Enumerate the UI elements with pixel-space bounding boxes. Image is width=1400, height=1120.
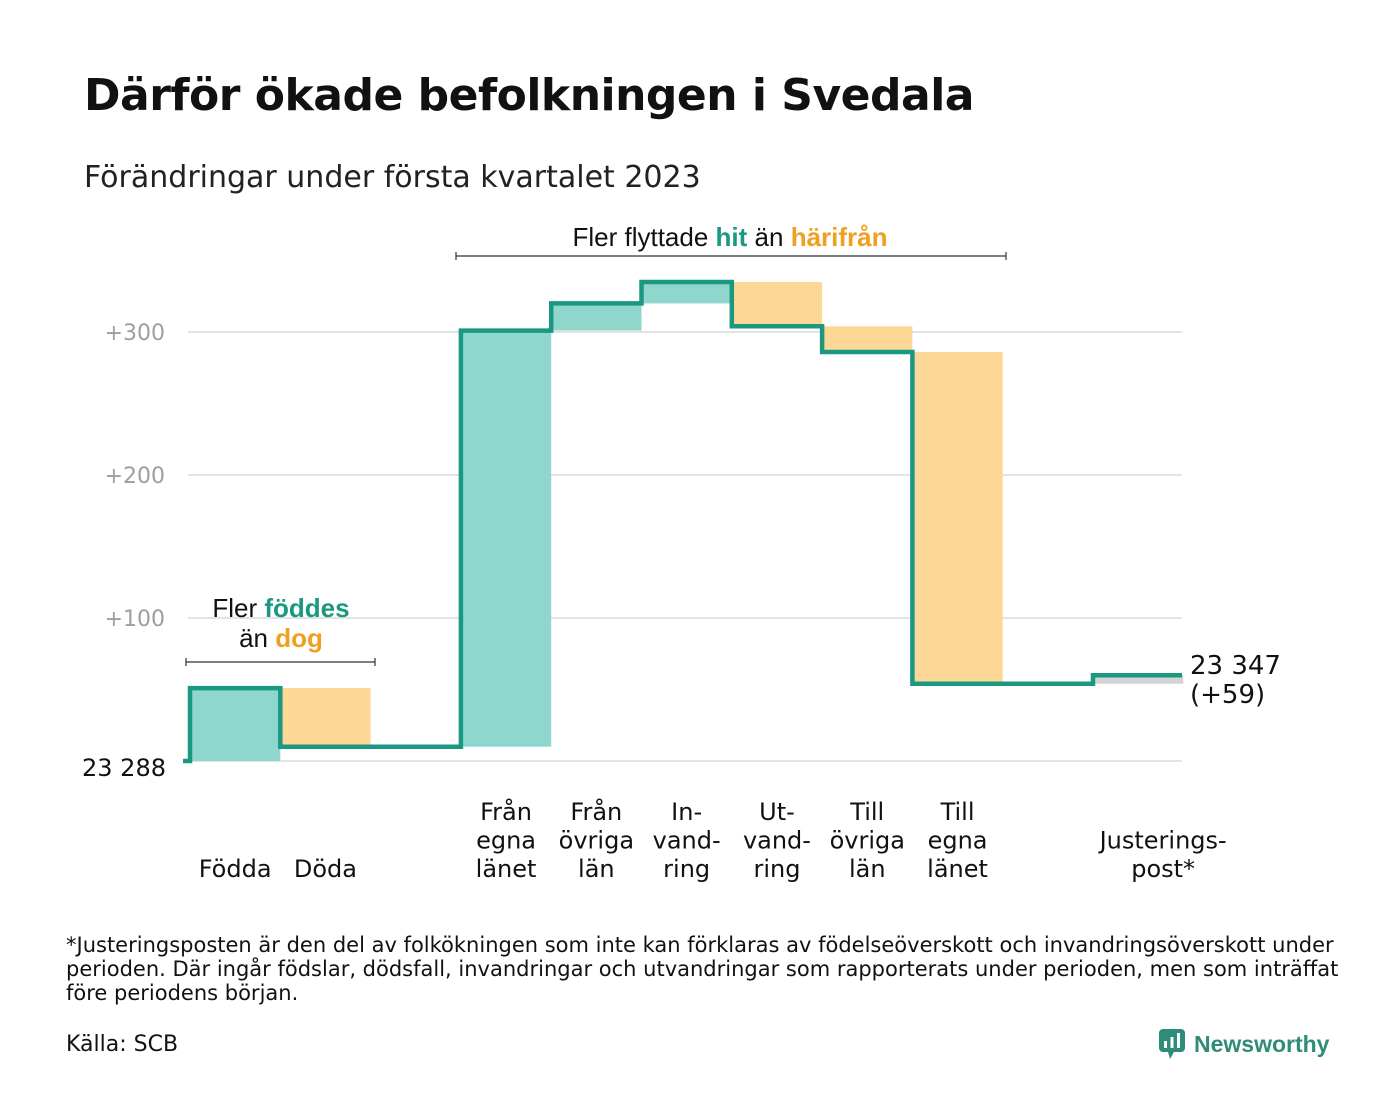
- migration-bracket: [455, 252, 1007, 260]
- category-label: Födda: [199, 855, 272, 883]
- category-label: övriga: [830, 827, 905, 855]
- cumulative-step-line: [183, 279, 1182, 764]
- source-label: Källa: SCB: [66, 1032, 179, 1057]
- chart-title: Därför ökade befolkningen i Svedala: [84, 70, 974, 121]
- birth-annotation-born: föddes: [264, 593, 349, 623]
- birth-annotation-text: Fler: [212, 593, 264, 623]
- newsworthy-chart-bubble-icon: [1159, 1029, 1185, 1059]
- footnote: *Justeringsposten är den del av folkökni…: [66, 933, 1339, 1005]
- category-label: län: [849, 855, 886, 883]
- category-label: Från: [570, 797, 622, 826]
- bar-utvandring: [731, 281, 823, 327]
- step-line: [183, 279, 1182, 764]
- bar-till-egna-länet: [912, 352, 1003, 684]
- category-label: Justerings-: [1098, 827, 1227, 855]
- category-label: Till: [940, 798, 975, 826]
- migration-annotation-text2: än: [747, 222, 790, 252]
- category-label: ring: [753, 855, 800, 883]
- y-axis-ticks: +100 +200 +300: [105, 321, 165, 632]
- birth-annotation-line2: än dog: [239, 623, 323, 653]
- start-value-label: 23 288: [82, 754, 166, 782]
- category-label: post*: [1131, 855, 1195, 883]
- category-label: egna: [928, 827, 988, 855]
- category-label: länet: [476, 855, 537, 883]
- y-tick-label: +200: [105, 464, 165, 489]
- birth-annotation-died: dog: [275, 623, 323, 653]
- category-label: Ut-: [759, 798, 795, 826]
- category-label: ring: [663, 855, 710, 883]
- category-label: länet: [927, 855, 988, 883]
- migration-annotation-text: Fler flyttade: [572, 222, 715, 252]
- bar-från-egna-länet: [460, 330, 552, 747]
- migration-annotation-harifran: härifrån: [791, 222, 888, 252]
- bar-till-övriga-län: [822, 326, 913, 353]
- grid-lines: [188, 331, 1182, 762]
- category-label: In-: [671, 798, 702, 826]
- bar-justeringspost-: [1093, 675, 1184, 684]
- bar-döda: [280, 688, 371, 747]
- bar-från-övriga-län: [551, 303, 642, 331]
- category-label: vand-: [653, 827, 721, 855]
- category-label: län: [578, 855, 615, 883]
- migration-annotation: Fler flyttade hit än härifrån: [572, 222, 887, 252]
- category-label: Till: [849, 798, 884, 826]
- bars: [190, 281, 1184, 761]
- category-label: egna: [476, 827, 536, 855]
- birth-annotation-text2: än: [239, 623, 275, 653]
- newsworthy-logo: Newsworthy: [1158, 1028, 1329, 1060]
- category-labels: Födda DödaFrånegnalänetFrånövrigalänIn-va…: [199, 797, 1227, 883]
- category-label: övriga: [559, 827, 634, 855]
- birth-bracket: [185, 658, 376, 666]
- end-change-label: (+59): [1190, 680, 1265, 710]
- bar-födda: [190, 688, 281, 761]
- category-label: vand-: [743, 827, 811, 855]
- end-value-label: 23 347: [1190, 651, 1281, 681]
- birth-annotation-line1: Fler föddes: [212, 593, 349, 623]
- y-tick-label: +300: [105, 321, 165, 346]
- bar-invandring: [641, 281, 732, 304]
- waterfall-chart: +100+200+300 Födda DödaFrånegnalänetFrånö…: [82, 222, 1281, 883]
- logo-text: Newsworthy: [1194, 1030, 1330, 1057]
- category-label: Från: [480, 797, 532, 826]
- y-tick-label: +100: [105, 607, 165, 632]
- category-label: Döda: [294, 855, 357, 883]
- migration-annotation-hit: hit: [716, 222, 748, 252]
- chart-subtitle: Förändringar under första kvartalet 2023: [84, 160, 701, 195]
